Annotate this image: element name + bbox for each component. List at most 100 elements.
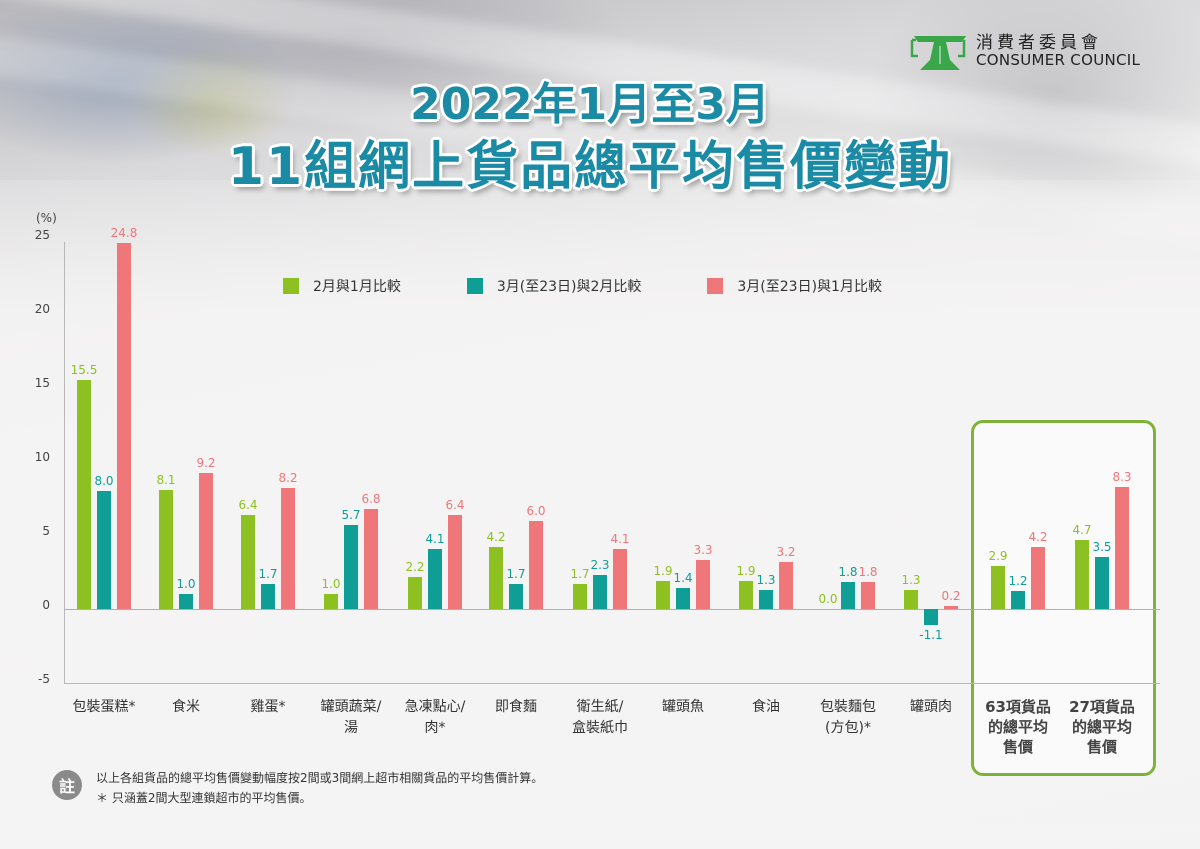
bar-toilet-paper-tissue-series-1 (593, 575, 607, 609)
bar-packaged-bread-series-1 (841, 582, 855, 609)
y-tick: 25 (34, 228, 50, 242)
bar-toilet-paper-tissue-series-0 (573, 583, 587, 609)
bar-value-label: 4.1 (425, 531, 445, 546)
bar-packaged-cake-series-2 (117, 243, 131, 609)
bar-value-label: 0.2 (941, 589, 961, 604)
bar-value-label: 1.2 (1008, 574, 1028, 589)
bar-instant-noodles-series-0 (489, 547, 503, 609)
y-axis-line (64, 242, 65, 684)
bar-eggs-series-1 (261, 583, 275, 609)
footnote-line-1: 以上各組貨品的總平均售價變動幅度按2間或3間網上超市相關貨品的平均售價計算。 (96, 771, 544, 785)
bar-value-label: 1.9 (736, 563, 756, 578)
y-tick: 10 (34, 450, 50, 464)
bar-value-label: 6.4 (445, 497, 465, 512)
legend-label: 2月與1月比較 (313, 279, 401, 295)
bar-value-label: 8.2 (278, 471, 298, 486)
y-tick: -5 (38, 672, 50, 686)
bar-instant-noodles-series-1 (509, 583, 523, 609)
bar-value-label: 2.3 (590, 558, 610, 573)
legend-label: 3月(至23日)與1月比較 (737, 279, 882, 295)
bar-canned-vegetables-soup-series-0 (324, 594, 338, 609)
bar-total-63-items-series-2 (1031, 547, 1045, 609)
bar-value-label: -1.1 (919, 628, 943, 643)
bar-packaged-cake-series-0 (77, 380, 91, 609)
bar-rice-series-2 (199, 473, 213, 609)
x-category-label-total-63-items: 63項貨品 的總平均 售價 (985, 698, 1051, 756)
bar-value-label: 1.7 (570, 566, 590, 581)
x-category-label-frozen-dimsum-meat: 急凍點心/肉* (404, 699, 466, 736)
bar-eggs-series-0 (241, 514, 255, 609)
bar-value-label: 1.3 (756, 572, 776, 587)
bar-packaged-bread-series-2 (861, 582, 875, 609)
x-category-label-canned-fish: 罐頭魚 (662, 699, 704, 715)
bar-value-label: 24.8 (110, 226, 138, 241)
bar-frozen-dimsum-meat-series-2 (448, 514, 462, 609)
chart-title-line-1: 2022年1月至3月 (410, 79, 770, 130)
bar-canned-vegetables-soup-series-2 (364, 508, 378, 609)
bar-canned-fish-series-1 (676, 588, 690, 609)
bar-value-label: 1.7 (506, 566, 526, 581)
bar-value-label: 1.4 (673, 571, 693, 586)
bar-cooking-oil-series-0 (739, 580, 753, 609)
bar-value-label: 6.4 (238, 497, 258, 512)
bar-total-27-items-series-1 (1095, 557, 1109, 609)
x-category-label-packaged-cake: 包裝蛋糕* (72, 699, 136, 715)
bar-cooking-oil-series-1 (759, 589, 773, 609)
bar-value-label: 6.0 (526, 503, 546, 518)
bar-value-label: 5.7 (341, 507, 361, 522)
consumer-council-logo: 消費者委員會 CONSUMER COUNCIL (910, 28, 1170, 76)
bar-canned-fish-series-2 (696, 560, 710, 609)
bar-canned-meat-series-1 (924, 609, 938, 626)
bar-value-label: 6.8 (361, 491, 381, 506)
bar-value-label: 3.3 (693, 543, 713, 558)
x-category-label-instant-noodles: 即食麵 (495, 699, 537, 715)
y-axis-unit-label: (%) (36, 211, 57, 225)
x-category-label-eggs: 雞蛋* (250, 699, 286, 715)
logo-name-english: CONSUMER COUNCIL (976, 51, 1141, 70)
footnote: 註 以上各組貨品的總平均售價變動幅度按2間或3間網上超市相關貨品的平均售價計算。… (52, 768, 543, 808)
bar-frozen-dimsum-meat-series-1 (428, 548, 442, 609)
note-badge: 註 (52, 770, 82, 800)
bar-value-label: 8.0 (94, 474, 114, 488)
bar-value-label: 1.9 (653, 563, 673, 578)
scale-balance-icon (910, 36, 966, 70)
x-category-label-canned-vegetables-soup: 罐頭蔬菜/湯 (320, 699, 382, 736)
legend-swatch (466, 278, 483, 294)
x-category-label-rice: 食米 (172, 699, 200, 715)
bar-canned-fish-series-0 (656, 580, 670, 609)
bar-value-label: 1.8 (838, 565, 858, 580)
bar-value-label: 0.0 (818, 592, 838, 606)
bar-value-label: 1.0 (176, 577, 196, 592)
bar-total-27-items-series-0 (1075, 539, 1089, 609)
bar-cooking-oil-series-2 (779, 561, 793, 609)
zero-baseline (64, 609, 1160, 610)
bar-value-label: 1.8 (858, 565, 878, 580)
bar-rice-series-0 (159, 489, 173, 609)
bar-packaged-cake-series-1 (97, 491, 111, 609)
legend-item-mar-vs-feb: 3月(至23日)與2月比較 (466, 276, 641, 296)
bar-value-label: 3.5 (1092, 540, 1112, 555)
bar-total-63-items-series-1 (1011, 591, 1025, 609)
x-category-label-total-27-items: 27項貨品 的總平均 售價 (1069, 698, 1135, 756)
bar-rice-series-1 (179, 594, 193, 609)
bar-total-27-items-series-2 (1115, 486, 1129, 609)
bar-canned-vegetables-soup-series-1 (344, 524, 358, 609)
bar-eggs-series-2 (281, 488, 295, 609)
legend-swatch (707, 278, 724, 294)
y-tick: 0 (42, 598, 50, 612)
bar-canned-meat-series-0 (904, 589, 918, 609)
x-category-label-cooking-oil: 食油 (752, 699, 780, 715)
x-category-label-canned-meat: 罐頭肉 (910, 699, 952, 715)
bar-value-label: 8.1 (156, 472, 176, 487)
legend-item-feb-vs-jan: 2月與1月比較 (283, 276, 401, 296)
bar-value-label: 2.9 (988, 549, 1008, 564)
bar-value-label: 9.2 (196, 456, 216, 471)
bar-canned-meat-series-2 (944, 606, 958, 609)
bar-value-label: 1.0 (321, 577, 341, 592)
bar-value-label: 3.2 (776, 544, 796, 559)
bar-value-label: 4.1 (610, 531, 630, 546)
y-tick: 20 (34, 302, 50, 316)
bar-value-label: 1.3 (901, 572, 921, 587)
legend-swatch (283, 278, 299, 294)
logo-name-chinese: 消費者委員會 (976, 33, 1102, 54)
